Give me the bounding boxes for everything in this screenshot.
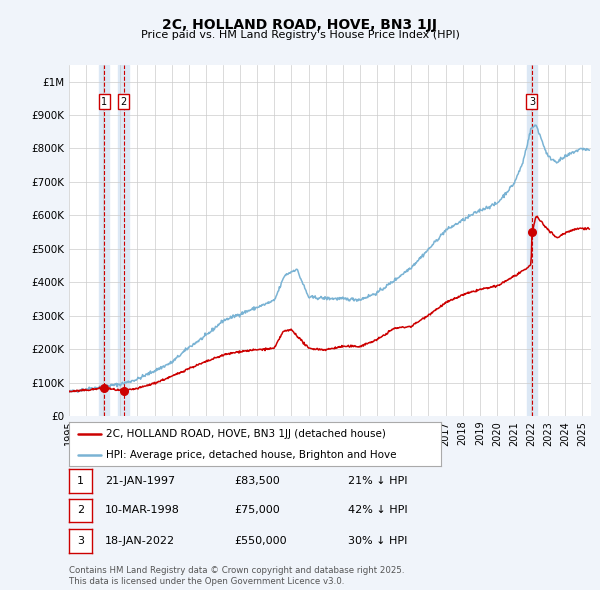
Text: This data is licensed under the Open Government Licence v3.0.: This data is licensed under the Open Gov… xyxy=(69,577,344,586)
Text: 42% ↓ HPI: 42% ↓ HPI xyxy=(348,506,407,515)
Text: 1: 1 xyxy=(101,97,107,107)
Text: HPI: Average price, detached house, Brighton and Hove: HPI: Average price, detached house, Brig… xyxy=(106,450,397,460)
Text: 2C, HOLLAND ROAD, HOVE, BN3 1JJ: 2C, HOLLAND ROAD, HOVE, BN3 1JJ xyxy=(163,18,437,32)
Text: Price paid vs. HM Land Registry's House Price Index (HPI): Price paid vs. HM Land Registry's House … xyxy=(140,30,460,40)
Text: £550,000: £550,000 xyxy=(234,536,287,546)
Text: 21-JAN-1997: 21-JAN-1997 xyxy=(105,476,175,486)
Text: Contains HM Land Registry data © Crown copyright and database right 2025.: Contains HM Land Registry data © Crown c… xyxy=(69,566,404,575)
Text: 18-JAN-2022: 18-JAN-2022 xyxy=(105,536,175,546)
Text: 2: 2 xyxy=(121,97,127,107)
Bar xyxy=(118,65,129,416)
Text: 3: 3 xyxy=(529,97,535,107)
Text: 30% ↓ HPI: 30% ↓ HPI xyxy=(348,536,407,546)
Text: £83,500: £83,500 xyxy=(234,476,280,486)
Text: 21% ↓ HPI: 21% ↓ HPI xyxy=(348,476,407,486)
Text: 3: 3 xyxy=(77,536,84,546)
Bar xyxy=(99,65,109,416)
Bar xyxy=(527,65,537,416)
Text: 2C, HOLLAND ROAD, HOVE, BN3 1JJ (detached house): 2C, HOLLAND ROAD, HOVE, BN3 1JJ (detache… xyxy=(106,429,386,439)
Text: 1: 1 xyxy=(77,476,84,486)
Text: £75,000: £75,000 xyxy=(234,506,280,515)
Text: 10-MAR-1998: 10-MAR-1998 xyxy=(105,506,180,515)
Text: 2: 2 xyxy=(77,506,84,515)
